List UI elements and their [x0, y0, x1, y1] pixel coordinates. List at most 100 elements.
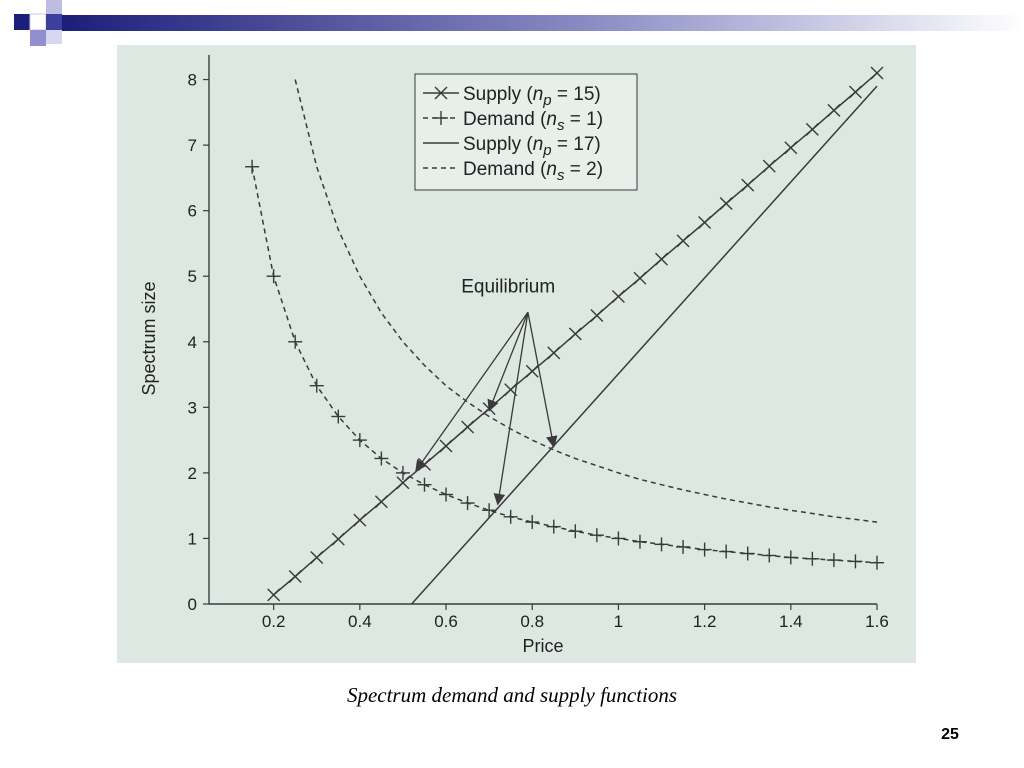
- chart-axes: 0.2 0.4 0.6 0.8 1 1.2 1.4 1.6 0 1 2 3 4 5 6 7 8 Price Spec…: [139, 55, 889, 656]
- series-1-point-12: [503, 509, 518, 524]
- series-1-point-16: [589, 528, 604, 543]
- x-tick-label-0: 0.2: [262, 612, 286, 631]
- x-tick-label-5: 1.2: [693, 612, 717, 631]
- series-1-point-24: [762, 548, 777, 563]
- series-0-point-12: [525, 364, 539, 378]
- series-1-point-3: [309, 378, 324, 393]
- series-0-point-24: [784, 141, 798, 155]
- slide-header-decoration: [14, 0, 1024, 46]
- y-tick-label-3: 3: [188, 398, 197, 417]
- series-1-point-5: [352, 433, 367, 448]
- series-0-point-18: [655, 252, 669, 266]
- series-1-point-15: [568, 524, 583, 539]
- series-0-point-25: [805, 122, 819, 136]
- y-tick-label-0: 0: [188, 595, 197, 614]
- series-1: [245, 159, 884, 570]
- series-0-point-20: [698, 215, 712, 229]
- annotation-arrow-0-2: [487, 312, 529, 412]
- legend-marker-0: [434, 86, 448, 100]
- slide-number: 25: [941, 726, 959, 743]
- series-0-point-9: [461, 420, 475, 434]
- series-1-point-18: [632, 534, 647, 549]
- x-tick-label-6: 1.4: [779, 612, 803, 631]
- series-1-point-14: [546, 519, 561, 534]
- series-0-point-22: [741, 178, 755, 192]
- y-tick-label-6: 6: [188, 202, 197, 221]
- legend-label-2: Supply (np = 17): [463, 134, 601, 159]
- y-tick-label-2: 2: [188, 464, 197, 483]
- series-0-point-14: [568, 327, 582, 341]
- legend-marker-1: [434, 111, 448, 125]
- series-0-point-26: [827, 103, 841, 117]
- series-0-point-15: [590, 309, 604, 323]
- series-1-point-19: [654, 537, 669, 552]
- series-1-point-0: [245, 159, 260, 174]
- x-tick-label-1: 0.4: [348, 612, 372, 631]
- series-3: [294, 79, 878, 523]
- series-1-point-11: [482, 503, 497, 518]
- annotation-arrow-0-0: [415, 311, 529, 472]
- chart-annotations: Equilibrium: [415, 277, 558, 506]
- series-1-point-8: [417, 477, 432, 492]
- series-0-point-21: [719, 196, 733, 210]
- series-0-point-10: [482, 402, 496, 416]
- series-1-point-22: [719, 544, 734, 559]
- series-1-point-28: [848, 554, 863, 569]
- series-1-point-4: [331, 409, 346, 424]
- series-0-point-5: [374, 495, 388, 509]
- x-tick-label-7: 1.6: [865, 612, 889, 631]
- series-2-line: [411, 85, 878, 605]
- series-0-point-6: [396, 476, 410, 490]
- series-0-point-3: [331, 532, 345, 546]
- legend-label-0: Supply (np = 15): [463, 84, 601, 109]
- series-1-point-9: [439, 487, 454, 502]
- series-0-point-23: [762, 159, 776, 173]
- series-1-point-25: [783, 550, 798, 565]
- series-0-point-13: [547, 346, 561, 360]
- legend-label-3: Demand (ns = 2): [463, 159, 603, 184]
- chart-legend: Supply (np = 15)Demand (ns = 1)Supply (n…: [414, 73, 638, 191]
- series-0-point-16: [611, 290, 625, 304]
- series-1-point-23: [740, 546, 755, 561]
- annotation-arrow-0-3: [527, 312, 558, 448]
- series-1-point-20: [676, 539, 691, 554]
- series-1-point-1: [266, 269, 281, 284]
- series-1-point-13: [525, 515, 540, 530]
- x-axis-label: Price: [522, 636, 563, 656]
- series-3-line: [294, 79, 878, 523]
- x-tick-label-3: 0.8: [520, 612, 544, 631]
- legend-label-1: Demand (ns = 1): [463, 109, 603, 134]
- series-0-point-0: [267, 588, 281, 602]
- series-0-point-17: [633, 271, 647, 285]
- series-0-point-27: [848, 85, 862, 99]
- y-axis-label: Spectrum size: [139, 281, 159, 395]
- series-1-point-26: [805, 551, 820, 566]
- series-0-point-8: [439, 439, 453, 453]
- series-2: [411, 85, 878, 605]
- series-1-point-2: [288, 334, 303, 349]
- y-tick-label-7: 7: [188, 136, 197, 155]
- series-0-point-28: [870, 66, 884, 80]
- series-0-point-2: [310, 550, 324, 564]
- series-0-point-19: [676, 234, 690, 248]
- slide-caption: Spectrum demand and supply functions: [346, 683, 678, 707]
- series-1-point-10: [460, 496, 475, 511]
- series-1-point-29: [870, 555, 884, 570]
- y-tick-label-5: 5: [188, 267, 197, 286]
- series-1-point-21: [697, 542, 712, 557]
- chart-panel: 0.2 0.4 0.6 0.8 1 1.2 1.4 1.6 0 1 2 3 4 5 6 7 8 Price Spec…: [117, 45, 916, 663]
- y-tick-label-1: 1: [188, 529, 197, 548]
- y-tick-label-4: 4: [188, 333, 197, 352]
- series-1-point-7: [395, 465, 410, 480]
- series-1-point-27: [826, 553, 841, 568]
- chart-svg: 0.2 0.4 0.6 0.8 1 1.2 1.4 1.6 0 1 2 3 4 5 6 7 8 Price Spec…: [139, 55, 889, 656]
- x-tick-label-4: 1: [614, 612, 623, 631]
- series-0-point-4: [353, 513, 367, 527]
- series-1-point-6: [374, 451, 389, 466]
- y-tick-label-8: 8: [188, 71, 197, 90]
- annotation-label-0: Equilibrium: [461, 277, 555, 298]
- annotation-arrow-0-1: [493, 312, 529, 506]
- x-tick-label-2: 0.6: [434, 612, 458, 631]
- series-1-point-17: [611, 531, 626, 546]
- series-1-line: [251, 166, 878, 564]
